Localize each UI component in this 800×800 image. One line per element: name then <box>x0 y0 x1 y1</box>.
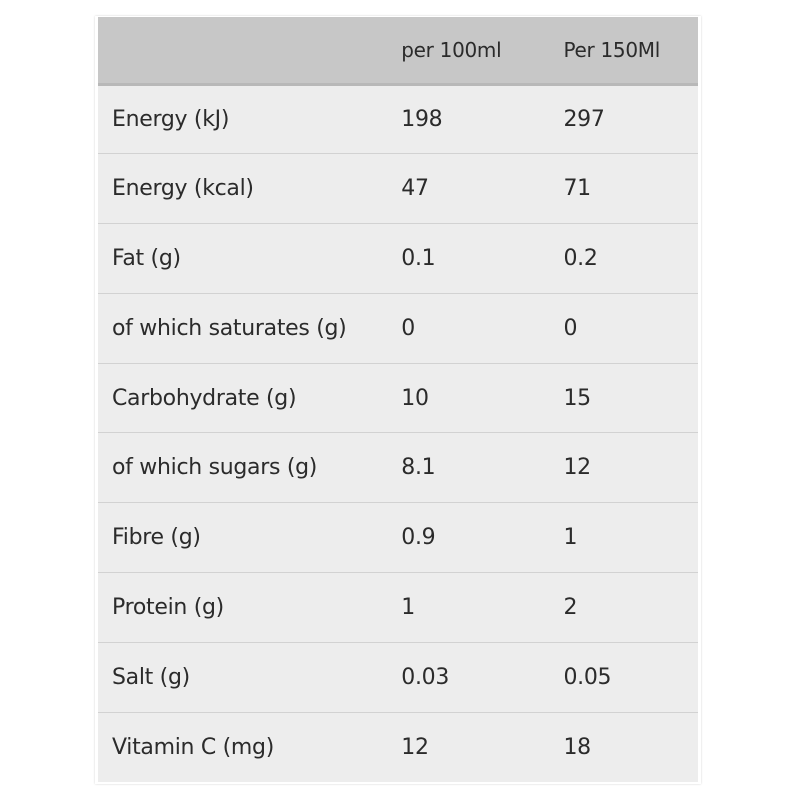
table-row: Fat (g) 0.1 0.2 <box>98 223 698 294</box>
value-per-150ml: 0.2 <box>561 223 698 294</box>
table-row: Energy (kJ) 198 297 <box>98 83 698 154</box>
nutrient-label: of which sugars (g) <box>98 432 388 503</box>
table-row: Energy (kcal) 47 71 <box>98 153 698 224</box>
table-body: Energy (kJ) 198 297 Energy (kcal) 47 71 … <box>98 83 698 782</box>
value-per-100ml: 0 <box>387 292 562 364</box>
value-per-100ml: 0.9 <box>387 502 562 573</box>
nutrient-label: Fibre (g) <box>98 502 388 573</box>
header-row: per 100ml Per 150Ml <box>98 17 698 86</box>
nutrient-label: Carbohydrate (g) <box>98 362 388 433</box>
table-row: Vitamin C (mg) 12 18 <box>98 711 698 782</box>
header-per-100ml: per 100ml <box>387 17 562 86</box>
table-row: Fibre (g) 0.9 1 <box>98 502 698 573</box>
value-per-100ml: 0.1 <box>387 223 562 294</box>
nutrition-table-card: per 100ml Per 150Ml Energy (kJ) 198 297 … <box>95 16 701 784</box>
value-per-150ml: 1 <box>561 502 698 573</box>
nutrient-label: Vitamin C (mg) <box>98 711 388 782</box>
nutrient-label: Fat (g) <box>98 223 388 294</box>
value-per-100ml: 10 <box>387 362 562 433</box>
value-per-100ml: 1 <box>387 572 562 643</box>
table-row: of which sugars (g) 8.1 12 <box>98 432 698 503</box>
table-header: per 100ml Per 150Ml <box>98 17 698 86</box>
value-per-150ml: 0 <box>561 292 698 364</box>
value-per-150ml: 15 <box>561 362 698 433</box>
header-nutrient <box>98 17 388 86</box>
value-per-100ml: 0.03 <box>387 641 562 713</box>
table-row: Carbohydrate (g) 10 15 <box>98 362 698 433</box>
value-per-100ml: 47 <box>387 153 562 224</box>
table-row: Salt (g) 0.03 0.05 <box>98 641 698 713</box>
nutrient-label: Energy (kcal) <box>98 153 388 224</box>
header-per-150ml: Per 150Ml <box>561 17 698 86</box>
value-per-100ml: 8.1 <box>387 432 562 503</box>
nutrient-label: Protein (g) <box>98 572 388 643</box>
table-row: of which saturates (g) 0 0 <box>98 292 698 364</box>
nutrient-label: Salt (g) <box>98 641 388 713</box>
value-per-100ml: 12 <box>387 711 562 782</box>
value-per-150ml: 71 <box>561 153 698 224</box>
nutrition-table: per 100ml Per 150Ml Energy (kJ) 198 297 … <box>98 17 698 782</box>
value-per-150ml: 0.05 <box>561 641 698 713</box>
value-per-150ml: 12 <box>561 432 698 503</box>
value-per-150ml: 18 <box>561 711 698 782</box>
value-per-150ml: 2 <box>561 572 698 643</box>
value-per-150ml: 297 <box>561 83 698 154</box>
nutrient-label: Energy (kJ) <box>98 83 388 154</box>
table-row: Protein (g) 1 2 <box>98 572 698 643</box>
nutrient-label: of which saturates (g) <box>98 292 388 364</box>
value-per-100ml: 198 <box>387 83 562 154</box>
